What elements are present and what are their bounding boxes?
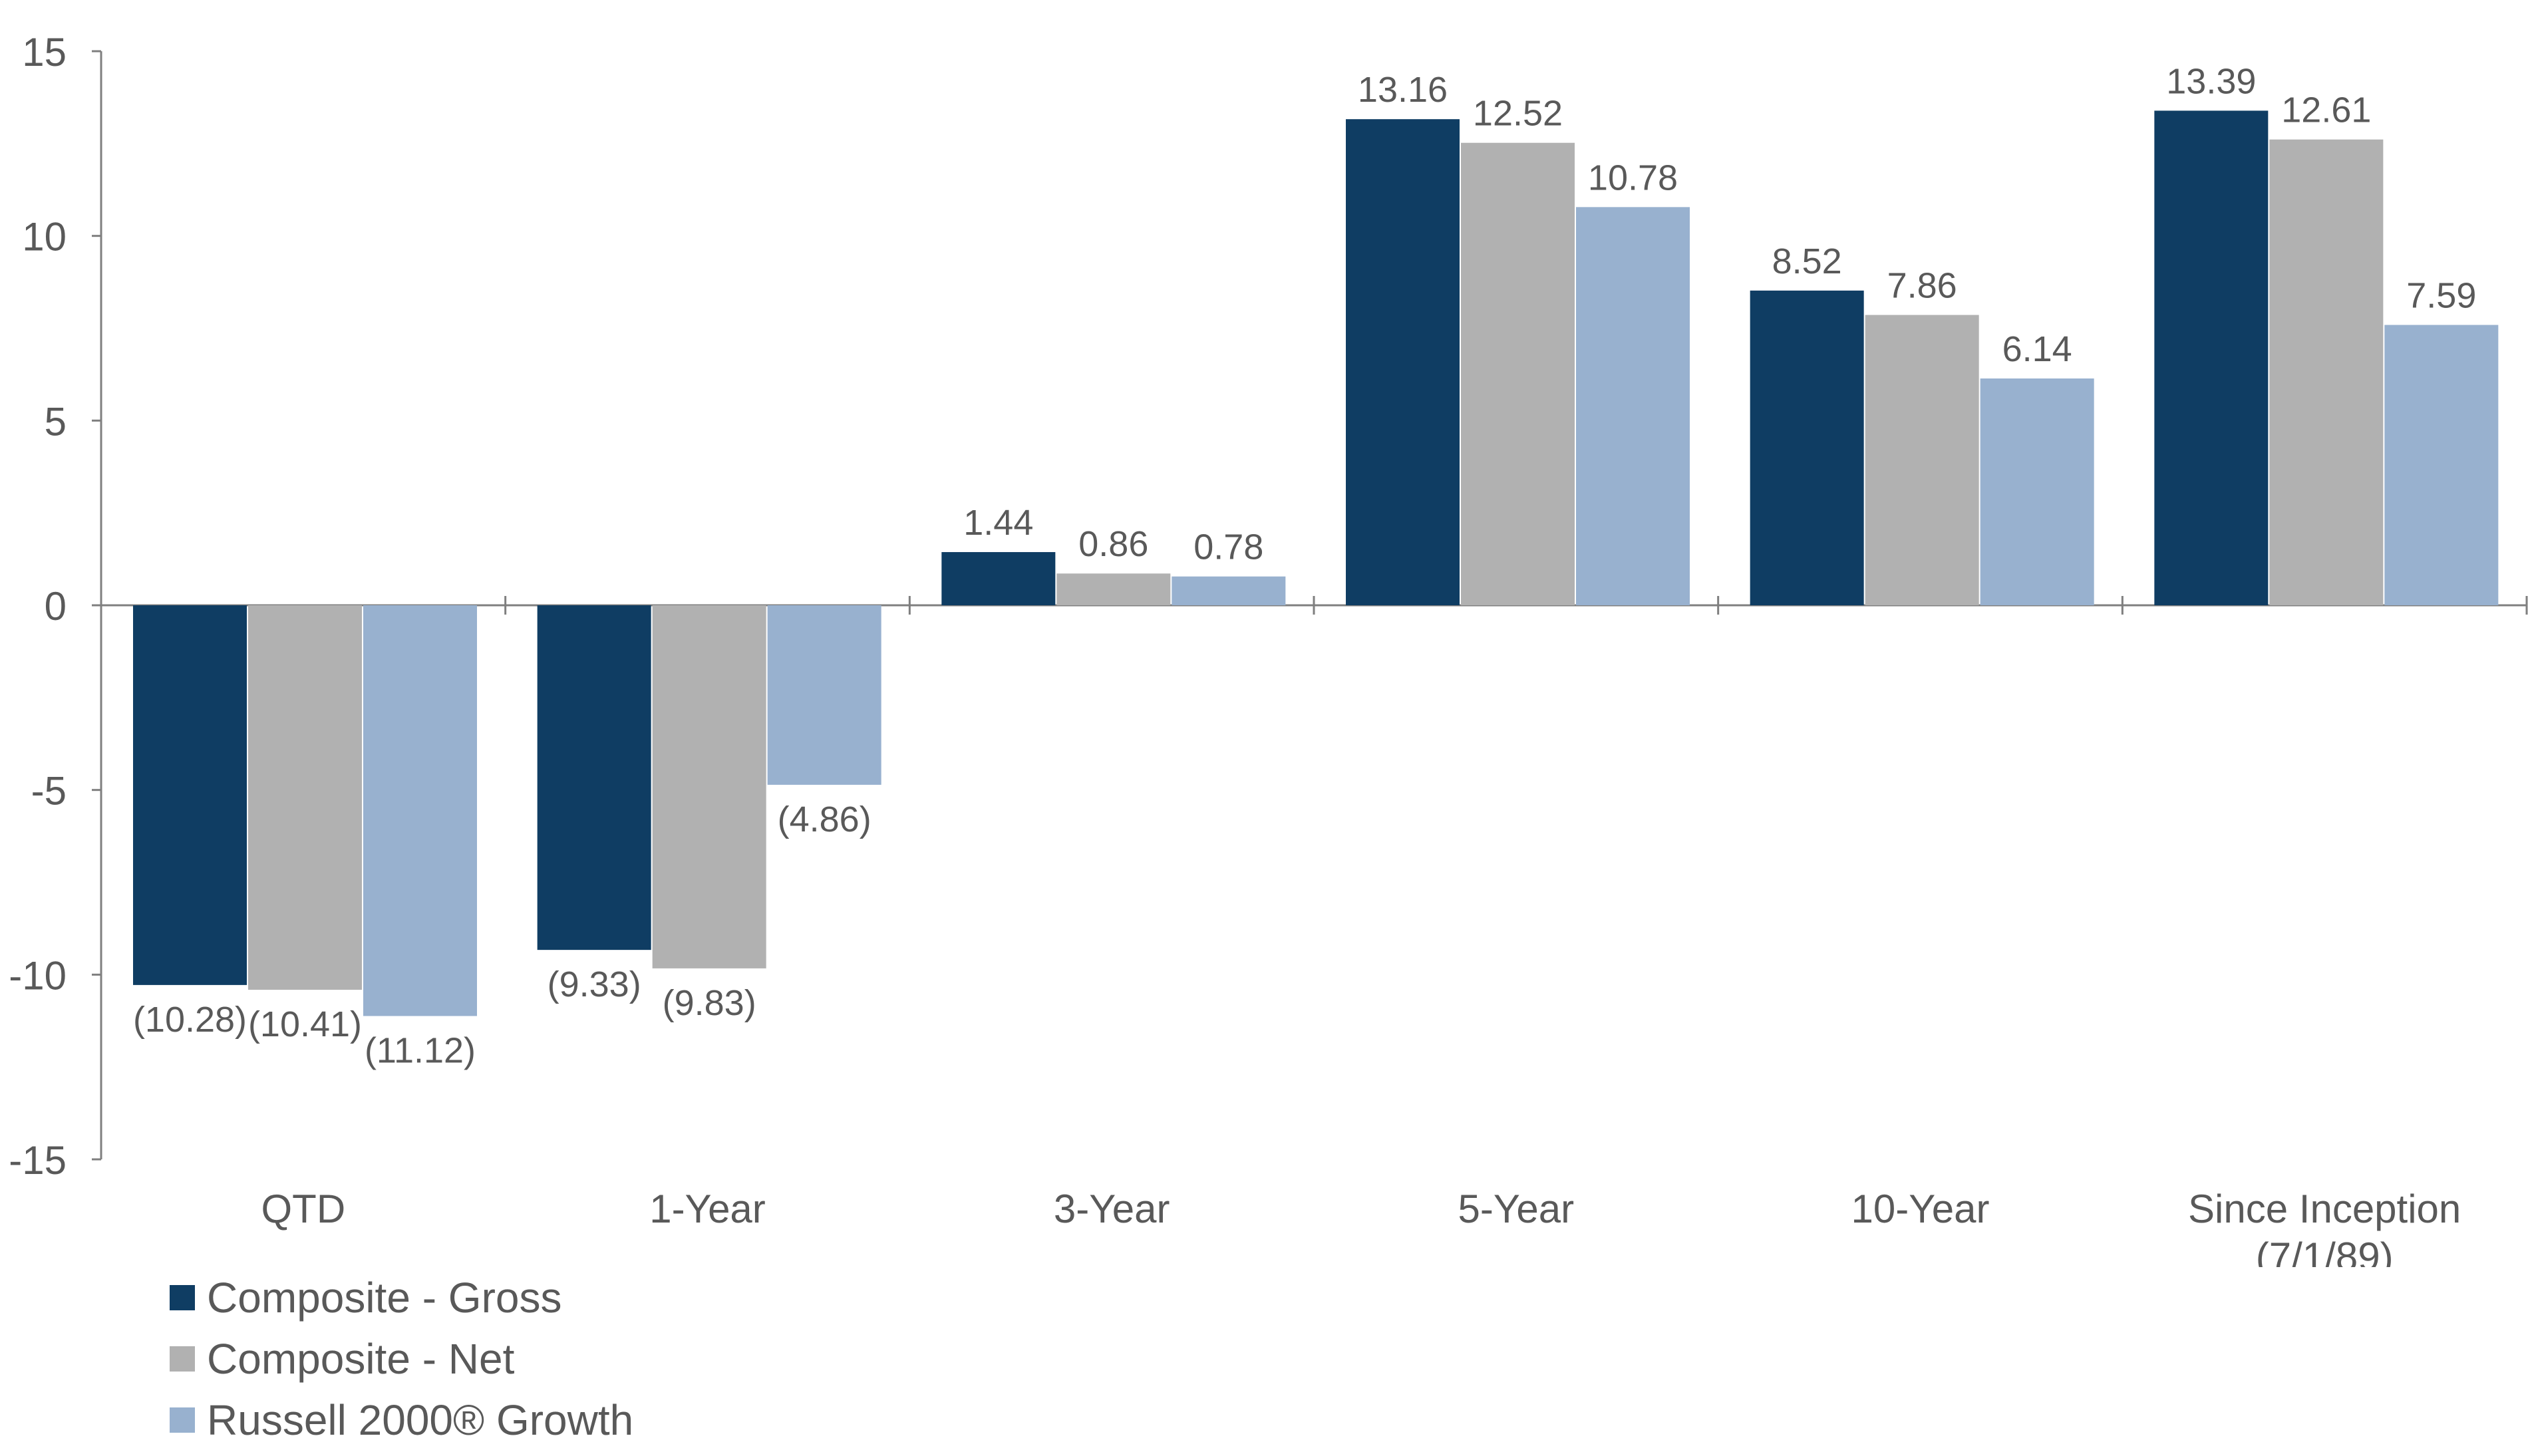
bar (652, 605, 766, 968)
legend-swatch (170, 1407, 195, 1433)
data-label: 13.39 (2166, 61, 2256, 101)
data-label: 12.61 (2281, 90, 2371, 130)
data-label: 7.86 (1887, 266, 1957, 306)
bar (1865, 315, 1979, 605)
legend-item-russell-2000-growth: Russell 2000® Growth (170, 1389, 633, 1451)
data-label: 6.14 (2002, 329, 2072, 369)
bar (248, 605, 362, 990)
bar (941, 552, 1056, 605)
bar (133, 605, 247, 985)
chart-bars (133, 110, 2499, 1016)
bar (1750, 290, 1864, 605)
legend-item-composite-gross: Composite - Gross (170, 1267, 633, 1328)
bar (363, 605, 477, 1016)
bar (1056, 573, 1171, 605)
y-tick-label: -15 (9, 1138, 67, 1183)
chart-data-labels: (10.28) (9.33) 1.44 13.16 8.52 13.39 (10.41) (9… (133, 61, 2476, 1070)
data-label: 8.52 (1772, 241, 1842, 281)
y-tick-label: 10 (22, 215, 67, 259)
bar (2154, 110, 2269, 605)
x-tick-label: 10-Year (1851, 1187, 1990, 1231)
data-label: 10.78 (1588, 158, 1678, 198)
data-label: (4.86) (778, 800, 871, 839)
legend-item-composite-net: Composite - Net (170, 1328, 633, 1389)
bar (2269, 139, 2384, 605)
bar (1980, 378, 2094, 605)
data-label: (9.33) (548, 964, 641, 1004)
bar (1576, 207, 1690, 605)
bar (1346, 119, 1460, 605)
data-label: 1.44 (963, 503, 1033, 543)
y-tick-label: 5 (45, 399, 67, 444)
legend-label: Russell 2000® Growth (207, 1396, 634, 1444)
data-label: 13.16 (1358, 70, 1448, 110)
x-tick-label: QTD (261, 1187, 346, 1231)
x-tick-label: 5-Year (1458, 1187, 1575, 1231)
chart-legend: Composite - Gross Composite - Net Russel… (170, 1267, 633, 1451)
x-tick-label: 1-Year (649, 1187, 766, 1231)
y-tick-label: 15 (22, 30, 67, 74)
legend-label: Composite - Net (207, 1335, 515, 1383)
data-label: 0.86 (1078, 524, 1148, 564)
legend-label: Composite - Gross (207, 1274, 562, 1322)
bar-chart: 15 10 5 0 -5 -10 -15 QTD 1-Year 3-Year 5-Year 10-Ye… (9, 30, 2528, 1267)
chart-axes: 15 10 5 0 -5 -10 -15 QTD 1-Year 3-Year 5-Year 10-Ye… (9, 30, 2528, 1267)
data-label: (10.41) (248, 1004, 362, 1044)
data-label: (9.83) (663, 983, 756, 1023)
bar (1172, 576, 1286, 605)
y-tick-label: -10 (9, 953, 67, 998)
bar (1461, 142, 1575, 606)
bar (767, 605, 881, 785)
bar (537, 605, 651, 950)
y-tick-label: 0 (45, 584, 67, 629)
legend-swatch (170, 1346, 195, 1372)
data-label: 12.52 (1473, 94, 1563, 134)
bar (2384, 325, 2499, 605)
data-label: (11.12) (365, 1031, 476, 1071)
x-tick-label: 3-Year (1054, 1187, 1170, 1231)
legend-swatch (170, 1285, 195, 1310)
data-label: 0.78 (1193, 527, 1263, 567)
y-tick-label: -5 (31, 769, 67, 813)
x-tick-label: Since Inception (7/1/89) (2188, 1187, 2461, 1267)
data-label: (10.28) (133, 1000, 247, 1040)
data-label: 7.59 (2406, 276, 2476, 316)
